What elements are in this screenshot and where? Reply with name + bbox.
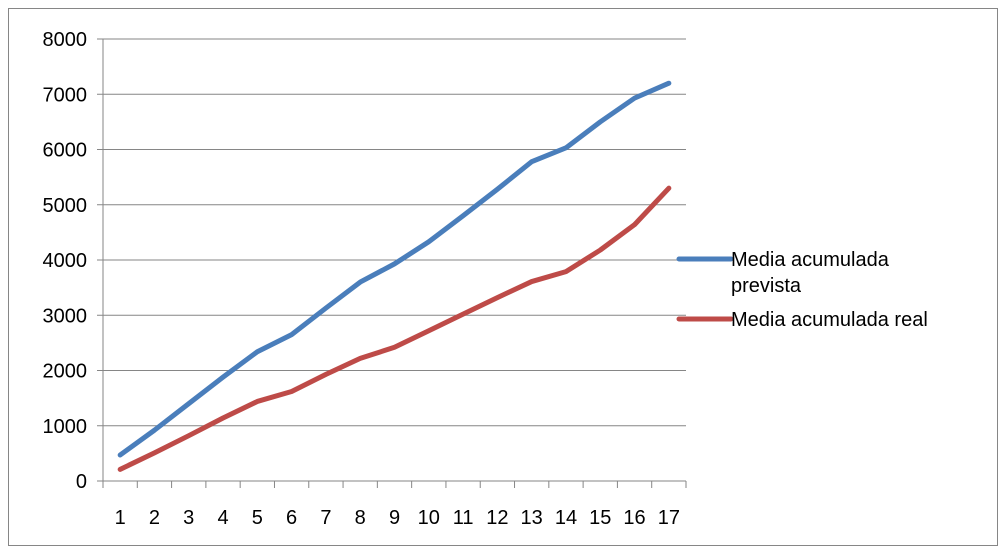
x-tick-label-15: 15	[589, 507, 611, 529]
x-tick-label-4: 4	[217, 507, 228, 529]
y-tick-label-8000: 8000	[43, 29, 88, 51]
x-tick-label-17: 17	[658, 507, 680, 529]
x-tick-label-12: 12	[486, 507, 508, 529]
legend: Media acumulada prevista Media acumulada r…	[676, 249, 928, 331]
y-tick-label-2000: 2000	[43, 361, 88, 383]
series-line-1	[117, 80, 672, 458]
x-tick-label-16: 16	[623, 507, 645, 529]
x-tick-label-6: 6	[286, 507, 297, 529]
legend-label-2: Media acumulada real	[731, 309, 928, 331]
x-tick-label-9: 9	[389, 507, 400, 529]
series-line-2	[117, 185, 672, 472]
x-tick-label-1: 1	[115, 507, 126, 529]
y-tick-label-7000: 7000	[43, 84, 88, 106]
x-tick-label-10: 10	[418, 507, 440, 529]
x-tick-label-13: 13	[521, 507, 543, 529]
y-tick-label-6000: 6000	[43, 140, 88, 162]
x-tick-label-14: 14	[555, 507, 577, 529]
x-tick-label-7: 7	[320, 507, 331, 529]
y-tick-label-3000: 3000	[43, 305, 88, 327]
x-tick-label-2: 2	[149, 507, 160, 529]
y-tick-label-1000: 1000	[43, 416, 88, 438]
x-tick-label-11: 11	[453, 507, 474, 529]
y-tick-label-0: 0	[76, 471, 87, 493]
series-lines	[117, 80, 672, 472]
chart-frame: 0 1000 2000 3000 4000 5000 6000 7000 8000 1 2 3 4 5 6 7…	[8, 8, 998, 546]
gridlines	[103, 38, 686, 427]
x-tick-label-8: 8	[355, 507, 366, 529]
legend-label-1: Media acumulada prevista	[731, 249, 890, 297]
x-tick-label-3: 3	[183, 507, 194, 529]
y-tick-label-4000: 4000	[43, 250, 88, 272]
x-tick-label-5: 5	[252, 507, 263, 529]
y-tick-label-5000: 5000	[43, 195, 88, 217]
